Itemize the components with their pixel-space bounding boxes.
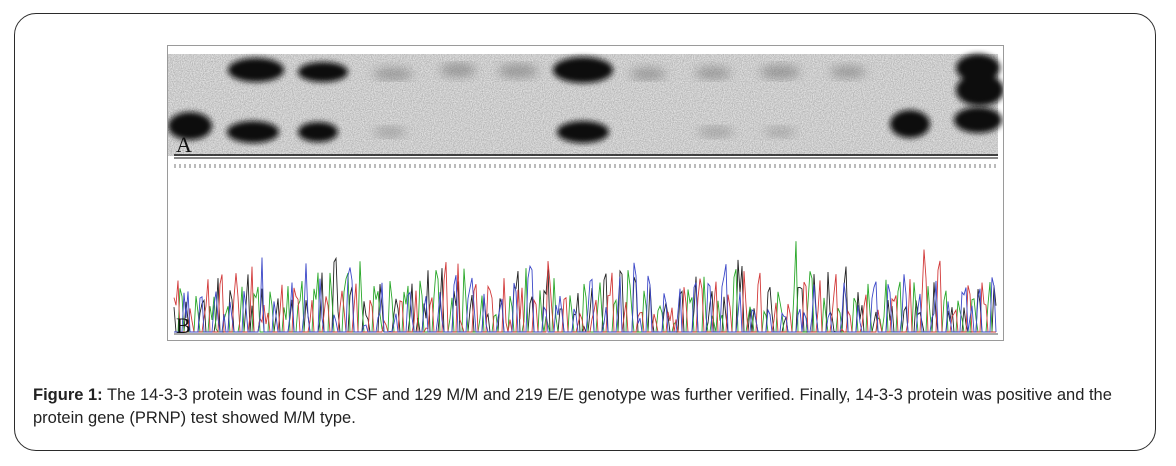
sequence-ruler <box>174 154 998 168</box>
figure-svg: A B <box>168 54 1003 338</box>
caption-text: The 14-3-3 protein was found in CSF and … <box>33 386 1112 427</box>
chromatogram-panel-b: B <box>173 241 998 338</box>
figure-image: A B <box>167 45 1004 341</box>
panel-a-label: A <box>176 132 192 157</box>
trace-blue <box>174 257 997 333</box>
caption-label: Figure 1: <box>33 386 103 404</box>
trace-green <box>174 241 996 333</box>
figure-caption: Figure 1: The 14-3-3 protein was found i… <box>33 384 1148 430</box>
gel-panel-a: A <box>168 54 1003 157</box>
panel-b-label: B <box>176 313 191 338</box>
